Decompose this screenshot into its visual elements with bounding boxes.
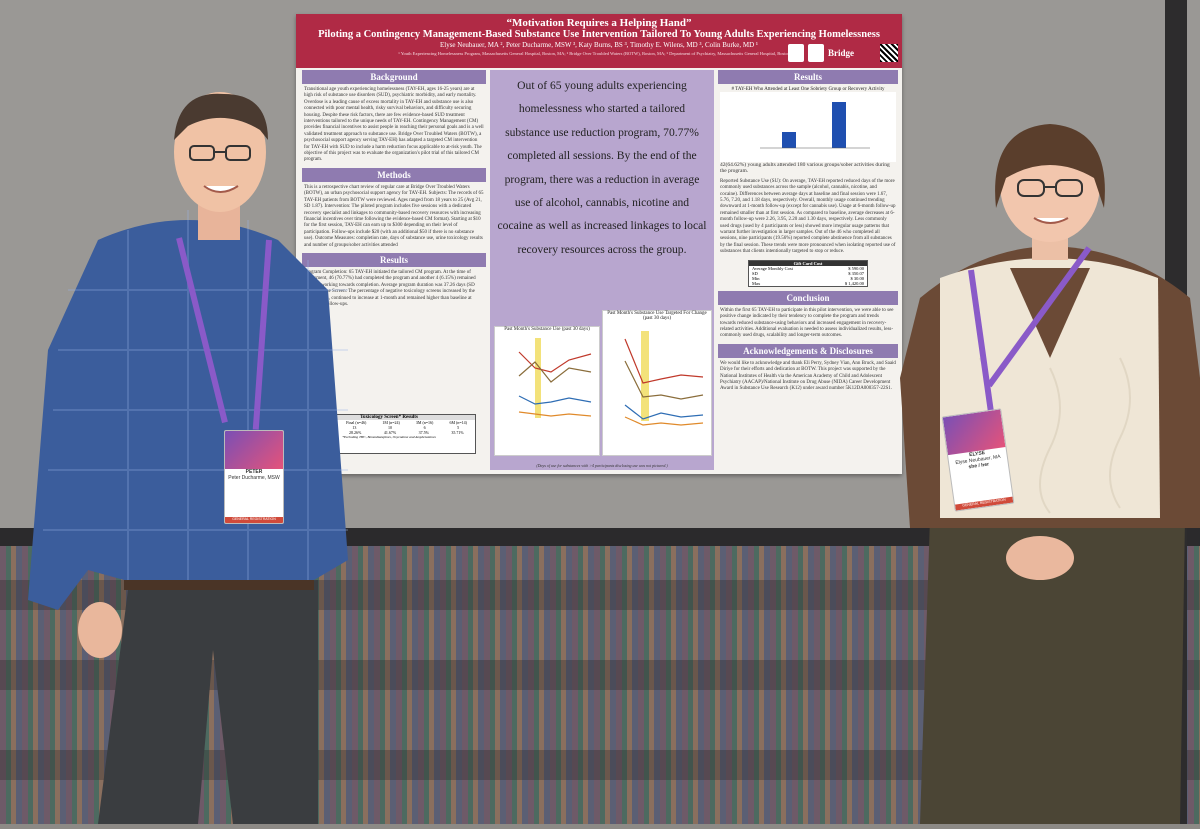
woman-figure (900, 124, 1200, 824)
tox-cell: 5 (457, 425, 460, 430)
gift-row: Max $ 1,420.00 (749, 281, 867, 286)
background-text: Transitional age youth experiencing home… (304, 87, 484, 163)
woman-trousers (920, 518, 1185, 824)
chart1-line-cannabis (518, 361, 592, 383)
tox-cell: 13 (352, 425, 357, 430)
acknowledgements-text: We would like to acknowledge and thank E… (720, 360, 896, 392)
badge-full-name: Peter Ducharme, MSW (228, 475, 280, 481)
highlight-text: Out of 65 young adults experiencing home… (497, 79, 707, 256)
qr-code-icon (880, 44, 898, 62)
poster-affiliations: ¹ Youth Experiencing Homelessness Progra… (398, 51, 800, 56)
tox-cell: 6 (423, 425, 426, 430)
presenter-man: PETER Peter Ducharme, MSW GENERAL REGIST… (28, 90, 358, 824)
chart2-highlight-bar (641, 331, 649, 421)
chart-footnote: (Days of use for substances with >4 part… (536, 463, 668, 468)
chart2-title: Past Month's Substance Use Targeted For … (607, 311, 707, 321)
poster-subtitle: Piloting a Contingency Management-Based … (318, 29, 880, 40)
tox-cell: 37.5% (418, 430, 429, 435)
gift-title: Gift Card Cost (749, 260, 867, 266)
man-hand (78, 602, 122, 658)
poster-left-column: Background Transitional age youth experi… (302, 70, 486, 470)
gift-row: Average Monthly Cost $ 590.00 (749, 266, 867, 271)
woman-hair (995, 124, 1105, 208)
conclusion-heading: Conclusion (718, 290, 898, 305)
tox-cell: 41.67% (383, 430, 397, 435)
conclusion-text: Within the first 65 TAY-EH to participat… (720, 307, 894, 339)
chart1-line-alcohol (518, 351, 592, 373)
substance-use-chart: Past Month's Substance Use (past 30 days… (494, 326, 600, 456)
attendance-bars (760, 102, 870, 149)
chart2-line-nicotine (624, 404, 704, 420)
gift-value: $ 30.00 (850, 275, 865, 281)
gift-label: SD (752, 270, 758, 276)
poster-authors: Elyse Neubauer, MA ², Peter Ducharme, MS… (439, 41, 759, 49)
gift-row: Min $ 30.00 (749, 276, 867, 281)
presenter-woman: ELYSE Elyse Neubauer, MA she / her GENER… (900, 118, 1200, 824)
chart1-line-nicotine (518, 395, 592, 405)
poster-right-column: Results # TAY-EH Who Attended at Least O… (718, 70, 898, 470)
badge-strip-text: GENERAL REGISTRATION (232, 517, 276, 521)
tox-col: Final (n=46) (346, 420, 367, 425)
badge-first-name: PETER (245, 469, 263, 475)
tox-cell: 10 (387, 425, 392, 430)
results-heading-right: Results (718, 70, 898, 84)
tox-title: Toxicology Screen* Results (303, 415, 475, 420)
methods-text: This is a retrospective chart review of … (304, 184, 484, 248)
results-heading-left: Results (302, 252, 486, 267)
attendance-bar-chart (720, 92, 896, 162)
tox-cell: 28.26% (349, 430, 362, 435)
chart1-line-cocaine (518, 411, 592, 417)
research-poster: “Motivation Requires a Helping Hand” Pil… (296, 14, 902, 474)
gift-label: Min (752, 275, 760, 281)
tox-col: 1M (n=24) (382, 420, 400, 425)
gift-value: $ 590.00 (848, 265, 864, 271)
acknowledgements-heading: Acknowledgements & Disclosures (718, 343, 898, 358)
chart1-lines (518, 338, 592, 418)
methods-heading: Methods (302, 167, 486, 182)
chart2-line-cannabis (624, 360, 704, 400)
tox-cell: 35.71% (451, 430, 464, 435)
chart1-highlight-bar (535, 338, 541, 418)
chart1-title: Past Month's Substance Use (past 30 days… (504, 327, 590, 332)
gift-value: $ 350.07 (848, 270, 864, 276)
gift-value: $ 1,420.00 (844, 280, 864, 286)
shield-logo-icon (808, 44, 824, 62)
badge-art (225, 431, 283, 469)
gift-label: Max (752, 280, 761, 286)
gift-card-table: Gift Card Cost Average Monthly Cost $ 590… (748, 259, 868, 287)
substance-use-text: Reported Substance Use (SU): On average,… (720, 178, 896, 255)
woman-smile (1033, 217, 1069, 224)
hospital-logo-icon (788, 44, 804, 62)
tox-col: 6M (n=14) (449, 420, 467, 425)
chart2-lines (624, 331, 704, 426)
poster-highlight-panel: Out of 65 young adults experiencing home… (490, 70, 714, 470)
background-heading: Background (302, 70, 486, 84)
badge-strip: GENERAL REGISTRATION (225, 517, 283, 523)
gift-row: SD $ 350.07 (749, 271, 867, 276)
tox-note: *Excluding THC, Benzodiazepines, Oxycodo… (342, 435, 436, 439)
man-name-badge: PETER Peter Ducharme, MSW GENERAL REGIST… (224, 430, 284, 524)
gift-label: Average Monthly Cost (752, 265, 793, 271)
bar-caption: 42(64.62%) young adults attended 180 var… (720, 162, 890, 175)
targeted-use-chart: Past Month's Substance Use Targeted For … (602, 310, 712, 456)
chart2-line-alcohol (624, 338, 704, 384)
man-figure (28, 92, 348, 824)
woman-hands (1006, 536, 1074, 580)
man-smile (203, 185, 239, 193)
bar-chart-title: # TAY-EH Who Attended at Least One Sobri… (731, 87, 885, 92)
tox-col: 3M (n=16) (415, 420, 434, 425)
man-hair (174, 93, 268, 140)
bar-bsl (782, 132, 796, 148)
poster-banner: “Motivation Requires a Helping Hand” Pil… (296, 14, 902, 68)
poster-title: “Motivation Requires a Helping Hand” (506, 17, 692, 29)
bar-final (832, 102, 846, 148)
bridge-logo: Bridge (828, 48, 854, 58)
woman-neckline (1010, 268, 1090, 358)
chart2-line-cocaine (624, 416, 704, 426)
man-trousers (98, 580, 318, 824)
